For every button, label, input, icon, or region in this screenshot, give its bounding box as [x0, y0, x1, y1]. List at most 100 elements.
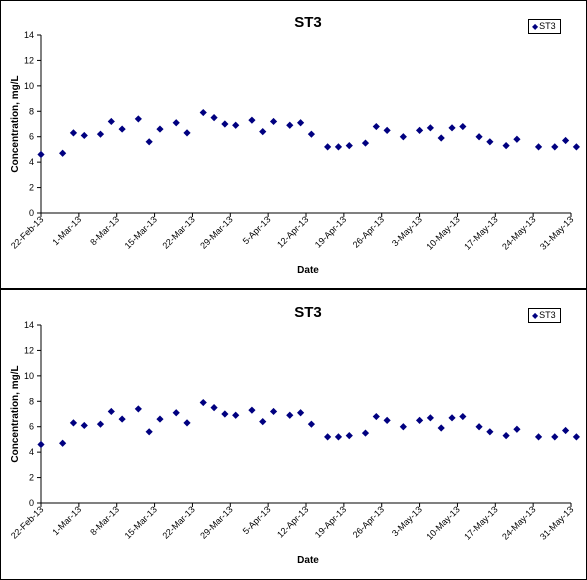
data-point	[502, 432, 510, 440]
data-point	[437, 424, 445, 432]
data-point	[361, 139, 370, 147]
x-tick-label: 24-May-13	[500, 214, 537, 251]
data-point	[59, 439, 67, 447]
data-point	[513, 425, 521, 433]
x-tick-label: 10-May-13	[424, 504, 461, 541]
data-point	[59, 149, 67, 157]
x-tick-label: 10-May-13	[424, 214, 461, 251]
diamond-marker-icon: ◆	[532, 22, 539, 31]
y-tick-label: 4	[29, 157, 34, 167]
chart-legend: ◆ST3	[528, 308, 561, 323]
x-tick-label: 26-Apr-13	[351, 504, 386, 539]
x-axis-title: Date	[297, 555, 319, 566]
y-tick-label: 10	[24, 81, 34, 91]
data-point	[383, 416, 391, 424]
y-tick-label: 14	[24, 30, 34, 40]
x-tick-label: 5-Apr-13	[241, 504, 273, 536]
x-tick-label: 8-Mar-13	[88, 214, 121, 247]
data-point	[269, 407, 278, 416]
data-point	[80, 421, 88, 430]
x-tick-label: 22-Feb-13	[9, 214, 45, 250]
x-tick-label: 1-Mar-13	[50, 504, 83, 537]
data-point	[118, 125, 126, 133]
data-point	[232, 121, 240, 129]
data-point	[561, 426, 570, 435]
data-point	[534, 143, 543, 151]
data-point	[286, 121, 294, 129]
data-point	[172, 119, 180, 127]
data-point	[210, 404, 218, 412]
data-point	[448, 124, 456, 132]
data-point	[69, 419, 78, 427]
x-tick-label: 29-Mar-13	[198, 504, 234, 540]
data-point	[210, 114, 218, 122]
data-point	[502, 142, 510, 150]
data-point	[307, 130, 316, 138]
data-point	[259, 128, 267, 136]
y-tick-label: 6	[29, 132, 34, 142]
x-axis-title: Date	[297, 265, 319, 276]
data-point	[345, 432, 353, 440]
x-tick-label: 3-May-13	[390, 214, 424, 248]
x-tick-label: 29-Mar-13	[198, 214, 234, 250]
data-point	[248, 406, 256, 414]
x-tick-label: 12-Apr-13	[275, 214, 310, 249]
data-point	[551, 433, 559, 441]
x-tick-label: 5-Apr-13	[241, 214, 273, 246]
chart-panel-bottom: ST3 0 2 4 6 8 10 12 14 22-Feb-13 1-Mar-13 8-Mar-13 1…	[0, 289, 587, 580]
data-point	[561, 136, 570, 145]
data-point	[513, 135, 521, 143]
data-point	[199, 398, 207, 407]
data-point	[426, 124, 434, 132]
chart-legend: ◆ST3	[528, 19, 561, 34]
diamond-marker-icon: ◆	[532, 311, 539, 320]
data-point	[399, 133, 407, 141]
data-point	[534, 433, 543, 441]
x-tick-label: 24-May-13	[500, 504, 537, 541]
x-tick-label: 19-Apr-13	[313, 214, 348, 249]
y-tick-label: 12	[24, 55, 34, 65]
y-axis-title: Concentration, mg/L	[10, 75, 21, 172]
data-point	[324, 433, 332, 441]
x-tick-label: 31-May-13	[538, 504, 575, 541]
data-point	[383, 126, 391, 134]
data-point	[80, 131, 88, 140]
data-point	[259, 418, 267, 426]
data-point	[286, 411, 294, 419]
data-point	[183, 419, 191, 427]
data-point	[248, 116, 256, 124]
data-point	[399, 423, 407, 431]
data-point	[437, 134, 445, 142]
legend-series-label: ST3	[539, 310, 556, 320]
data-point	[372, 122, 380, 131]
chart-panel-top: ST3 0 2 4 6 8 10 12 14 22-Feb-13 1-Mar-13 8-Mar-13 1…	[0, 0, 587, 289]
x-tick-label: 19-Apr-13	[313, 504, 348, 539]
x-tick-label: 22-Feb-13	[9, 504, 45, 540]
data-point	[156, 415, 164, 423]
y-tick-label: 8	[29, 396, 34, 406]
y-tick-label: 4	[29, 447, 34, 457]
data-point	[69, 129, 78, 137]
data-point	[415, 416, 424, 424]
data-point	[475, 133, 483, 141]
data-point	[486, 428, 494, 436]
data-point	[183, 129, 191, 137]
data-point	[307, 420, 316, 428]
x-tick-label: 17-May-13	[462, 504, 499, 541]
data-point	[361, 429, 370, 437]
data-point	[324, 143, 332, 151]
x-tick-label: 8-Mar-13	[88, 504, 121, 537]
y-tick-label: 0	[29, 208, 34, 218]
data-point	[37, 150, 45, 159]
x-tick-label: 12-Apr-13	[275, 504, 310, 539]
y-tick-label: 8	[29, 106, 34, 116]
data-point	[96, 130, 105, 138]
data-point	[372, 412, 380, 421]
data-point	[199, 108, 207, 117]
data-point	[415, 126, 424, 134]
data-point	[145, 428, 153, 436]
data-point	[172, 409, 180, 417]
data-point	[221, 410, 229, 418]
chart-title: ST3	[294, 304, 322, 321]
data-point	[96, 420, 105, 428]
